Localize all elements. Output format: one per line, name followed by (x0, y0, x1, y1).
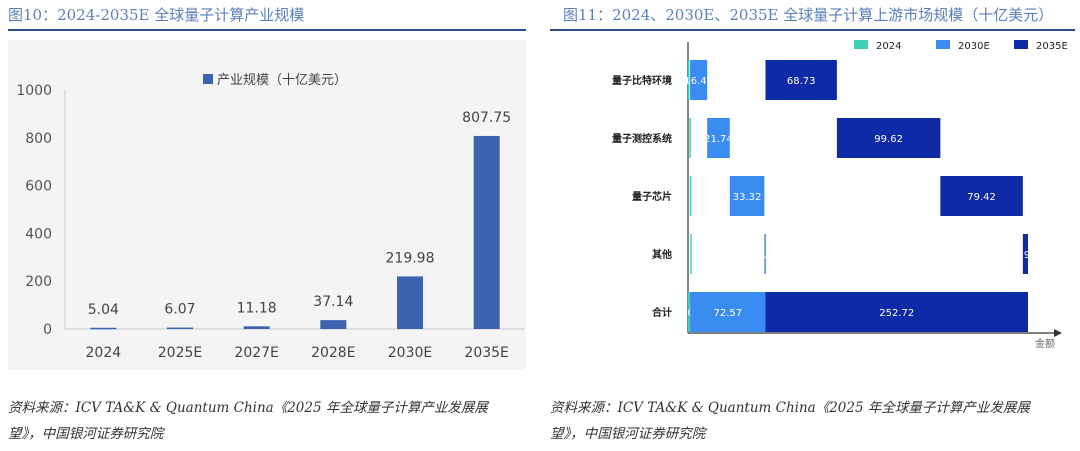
bar-value-label: 2.04 (678, 308, 700, 319)
plot-background (8, 40, 526, 370)
category-label: 量子比特环境 (612, 74, 672, 87)
bar-2030E (397, 276, 423, 329)
left-source-line-1: 资料来源：ICV TA&K & Quantum China《2025 年全球量子… (8, 400, 488, 416)
x-tick-label: 2028E (311, 345, 355, 361)
right-source-note: 资料来源：ICV TA&K & Quantum China《2025 年全球量子… (550, 395, 1075, 447)
bar-value-label: 219.98 (386, 250, 435, 266)
bar-value-label: 33.32 (733, 192, 762, 203)
bar-2030E-合计 (690, 292, 766, 332)
bar-2024-其他 (690, 234, 692, 274)
bar-2030E-其他 (764, 234, 766, 274)
bar-2035E-其他 (1022, 234, 1029, 274)
left-source-line-2: 望》，中国银河证券研究院 (8, 426, 164, 442)
left-title-rule (8, 29, 526, 31)
x-axis-label: 金额 (1035, 337, 1055, 350)
bar-value-label: 5.04 (88, 302, 119, 318)
right-figure-title: 图11：2024、2030E、2035E 全球量子计算上游市场规模（十亿美元） (563, 6, 1054, 24)
right-waterfall-chart: 金额 2024 2030E 2035E 量子比特环境 16.43 68.73 量子测控系统 21… (612, 40, 1068, 350)
bar-value-label: 1.0 (757, 250, 773, 261)
bar-value-label: 68.73 (787, 76, 816, 87)
bar-value-label: 16.43 (684, 76, 713, 87)
right-source-line-2: 望》，中国银河证券研究院 (550, 426, 706, 442)
bar-value-label: 21.74 (704, 134, 733, 145)
left-bar-chart: 0 200 400 600 800 1000 5.04 2024 6.07 2025E 11.18 2… (8, 40, 526, 370)
bar-value-label: 37.14 (313, 294, 353, 310)
bar-2028E (320, 320, 347, 329)
category-label: 合计 (651, 306, 672, 319)
y-tick-label: 600 (25, 179, 52, 195)
bar-2030E-量子比特环境 (690, 60, 708, 100)
x-tick-label: 2024 (86, 345, 122, 361)
bar-2024-合计 (688, 292, 691, 332)
bar-2024-量子比特环境 (688, 60, 690, 100)
bar-2024-量子芯片 (689, 176, 692, 216)
y-tick-label: 1000 (16, 83, 52, 99)
bar-2024 (90, 327, 117, 330)
right-source-line-1: 资料来源：ICV TA&K & Quantum China《2025 年全球量子… (550, 400, 1030, 416)
bar-value-label: 4.96 (1014, 250, 1036, 261)
left-figure-title: 图10：2024-2035E 全球量子计算产业规模 (8, 6, 305, 24)
bar-value-label: 99.62 (874, 134, 903, 145)
legend-label: 2035E (1036, 41, 1068, 52)
bar-2024-量子测控系统 (689, 118, 691, 158)
y-tick-label: 800 (25, 131, 52, 147)
legend-label: 2030E (958, 41, 990, 52)
bar-value-label: 79.42 (967, 192, 996, 203)
category-label: 量子测控系统 (612, 132, 672, 145)
bar-2027E (243, 326, 270, 329)
y-tick-label: 0 (43, 322, 52, 338)
category-label: 其他 (652, 248, 672, 261)
legend-swatch-2035E (1014, 40, 1028, 49)
bar-2030E-量子测控系统 (707, 118, 730, 158)
category-label: 量子芯片 (632, 190, 672, 203)
bar-2035E-量子测控系统 (836, 118, 941, 158)
x-axis-arrow (1054, 329, 1062, 337)
legend-label: 产业规模（十亿美元） (217, 73, 347, 88)
bar-2035E (473, 135, 500, 329)
legend-swatch (203, 74, 213, 84)
left-source-note: 资料来源：ICV TA&K & Quantum China《2025 年全球量子… (8, 395, 528, 447)
bar-value-label: 11.18 (237, 300, 277, 316)
bar-2030E-量子芯片 (729, 176, 765, 216)
bar-value-label: 72.57 (713, 308, 742, 319)
x-tick-label: 2025E (158, 345, 202, 361)
bar-value-label: 807.75 (462, 110, 511, 126)
x-tick-label: 2030E (388, 345, 432, 361)
right-title-rule (550, 29, 1075, 31)
bar-2035E-量子比特环境 (765, 60, 837, 100)
legend-swatch-2024 (854, 40, 868, 49)
bar-value-label: 252.72 (879, 308, 914, 319)
y-tick-label: 400 (25, 226, 52, 242)
bar-2035E-量子芯片 (940, 176, 1023, 216)
y-tick-label: 200 (25, 274, 52, 290)
bar-2025E (167, 327, 193, 330)
x-tick-label: 2027E (234, 345, 278, 361)
bar-value-label: 6.07 (164, 302, 195, 318)
bar-2035E-合计 (765, 292, 1028, 332)
legend-swatch-2030E (936, 40, 950, 49)
x-tick-label: 2035E (464, 345, 508, 361)
legend-label: 2024 (876, 41, 901, 52)
